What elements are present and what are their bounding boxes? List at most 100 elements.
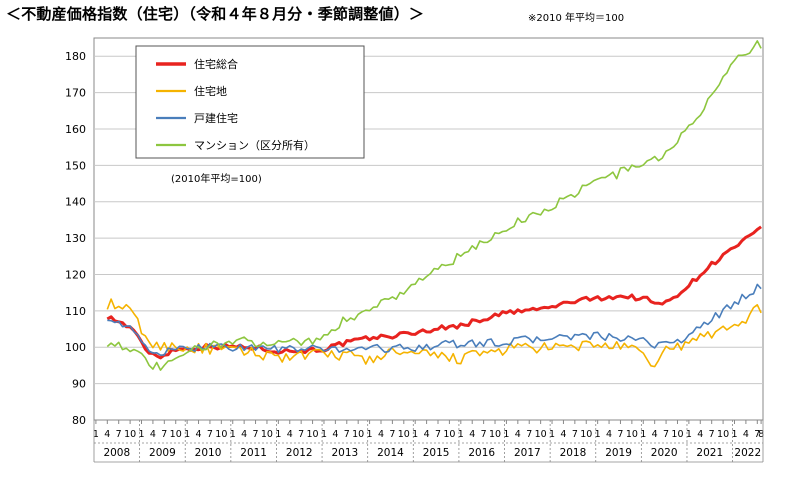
x-month-tick-label: 10 [443, 429, 455, 440]
x-month-tick-label: 1 [321, 429, 327, 440]
y-tick-label: 140 [65, 196, 86, 209]
x-month-tick-label: 10 [307, 429, 319, 440]
x-year-label: 2020 [651, 447, 678, 459]
y-tick-label: 80 [72, 414, 86, 427]
x-month-tick-label: 7 [161, 429, 167, 440]
x-month-tick-label: 1 [230, 429, 236, 440]
series-line [106, 40, 762, 371]
x-month-tick-label: 4 [743, 429, 749, 440]
x-year-label: 2009 [149, 447, 176, 459]
x-year-label: 2012 [286, 447, 313, 459]
x-month-tick-label: 4 [332, 429, 338, 440]
x-month-tick-label: 1 [458, 429, 464, 440]
y-tick-label: 160 [65, 123, 86, 136]
x-month-tick-label: 7 [481, 429, 487, 440]
x-month-tick-label: 8 [758, 429, 764, 440]
x-month-tick-label: 7 [709, 429, 715, 440]
y-tick-label: 180 [65, 50, 86, 63]
x-year-label: 2022 [734, 447, 761, 459]
y-tick-label: 150 [65, 159, 86, 172]
x-month-tick-label: 1 [731, 429, 737, 440]
x-month-tick-label: 4 [196, 429, 202, 440]
page-title: ＜不動産価格指数（住宅）（令和４年８月分・季節調整値）＞ [6, 5, 425, 23]
x-month-tick-label: 7 [116, 429, 122, 440]
x-month-tick-label: 1 [93, 429, 99, 440]
x-year-label: 2008 [103, 447, 130, 459]
x-month-tick-label: 7 [754, 429, 760, 440]
x-month-tick-label: 10 [489, 429, 501, 440]
x-month-tick-label: 10 [535, 429, 547, 440]
x-month-tick-label: 4 [697, 429, 703, 440]
x-month-tick-label: 7 [344, 429, 350, 440]
x-month-tick-label: 10 [215, 429, 227, 440]
x-month-tick-label: 10 [261, 429, 273, 440]
x-month-tick-label: 10 [352, 429, 364, 440]
x-month-tick-label: 7 [298, 429, 304, 440]
x-month-tick-label: 10 [626, 429, 638, 440]
x-month-tick-label: 1 [412, 429, 418, 440]
x-month-tick-label: 7 [253, 429, 259, 440]
x-month-tick-label: 4 [287, 429, 293, 440]
x-year-label: 2011 [240, 447, 267, 459]
x-month-tick-label: 10 [671, 429, 683, 440]
series-line [106, 298, 762, 368]
x-month-tick-label: 7 [526, 429, 532, 440]
x-year-label: 2019 [605, 447, 632, 459]
x-year-label: 2021 [696, 447, 723, 459]
x-month-tick-label: 4 [150, 429, 156, 440]
x-month-tick-label: 10 [170, 429, 182, 440]
legend-label: 戸建住宅 [194, 111, 238, 125]
x-month-tick-label: 1 [184, 429, 190, 440]
x-month-tick-label: 1 [549, 429, 555, 440]
x-month-tick-label: 1 [367, 429, 373, 440]
x-month-tick-label: 4 [104, 429, 110, 440]
x-year-label: 2010 [195, 447, 222, 459]
x-month-tick-label: 10 [580, 429, 592, 440]
x-month-tick-label: 1 [595, 429, 601, 440]
x-month-tick-label: 10 [124, 429, 136, 440]
legend-label: 住宅地 [194, 84, 227, 98]
y-tick-label: 90 [72, 378, 86, 391]
base-note: ※2010 年平均＝100 [528, 13, 625, 24]
x-month-tick-label: 1 [138, 429, 144, 440]
x-month-tick-label: 1 [275, 429, 281, 440]
x-month-tick-label: 4 [560, 429, 566, 440]
inner-note: (2010年平均=100) [171, 172, 262, 185]
x-month-tick-label: 4 [606, 429, 612, 440]
series-line [107, 283, 762, 356]
x-month-tick-label: 7 [389, 429, 395, 440]
x-year-label: 2013 [332, 447, 359, 459]
y-tick-label: 120 [65, 268, 86, 281]
series-line [106, 225, 762, 360]
x-month-tick-label: 1 [503, 429, 509, 440]
x-year-label: 2015 [423, 447, 450, 459]
legend-label: マンション（区分所有） [194, 138, 315, 152]
x-month-tick-label: 10 [717, 429, 729, 440]
y-tick-label: 100 [65, 341, 86, 354]
x-month-tick-label: 7 [435, 429, 441, 440]
x-year-label: 2018 [560, 447, 587, 459]
y-tick-label: 130 [65, 232, 86, 245]
x-month-tick-label: 4 [424, 429, 430, 440]
x-month-tick-label: 10 [398, 429, 410, 440]
x-month-tick-label: 7 [617, 429, 623, 440]
x-month-tick-label: 7 [572, 429, 578, 440]
y-tick-label: 110 [65, 305, 86, 318]
x-month-tick-label: 7 [207, 429, 213, 440]
x-month-tick-label: 4 [241, 429, 247, 440]
x-year-label: 2014 [377, 447, 404, 459]
plot-area [93, 37, 764, 421]
legend-label: 住宅総合 [194, 57, 238, 71]
x-month-tick-label: 1 [640, 429, 646, 440]
x-year-label: 2017 [514, 447, 541, 459]
x-month-tick-label: 1 [686, 429, 692, 440]
y-tick-label: 170 [65, 87, 86, 100]
x-month-tick-label: 4 [378, 429, 384, 440]
x-month-tick-label: 4 [469, 429, 475, 440]
x-month-tick-label: 4 [652, 429, 658, 440]
x-month-tick-label: 7 [663, 429, 669, 440]
x-year-label: 2016 [468, 447, 495, 459]
x-month-tick-label: 4 [515, 429, 521, 440]
